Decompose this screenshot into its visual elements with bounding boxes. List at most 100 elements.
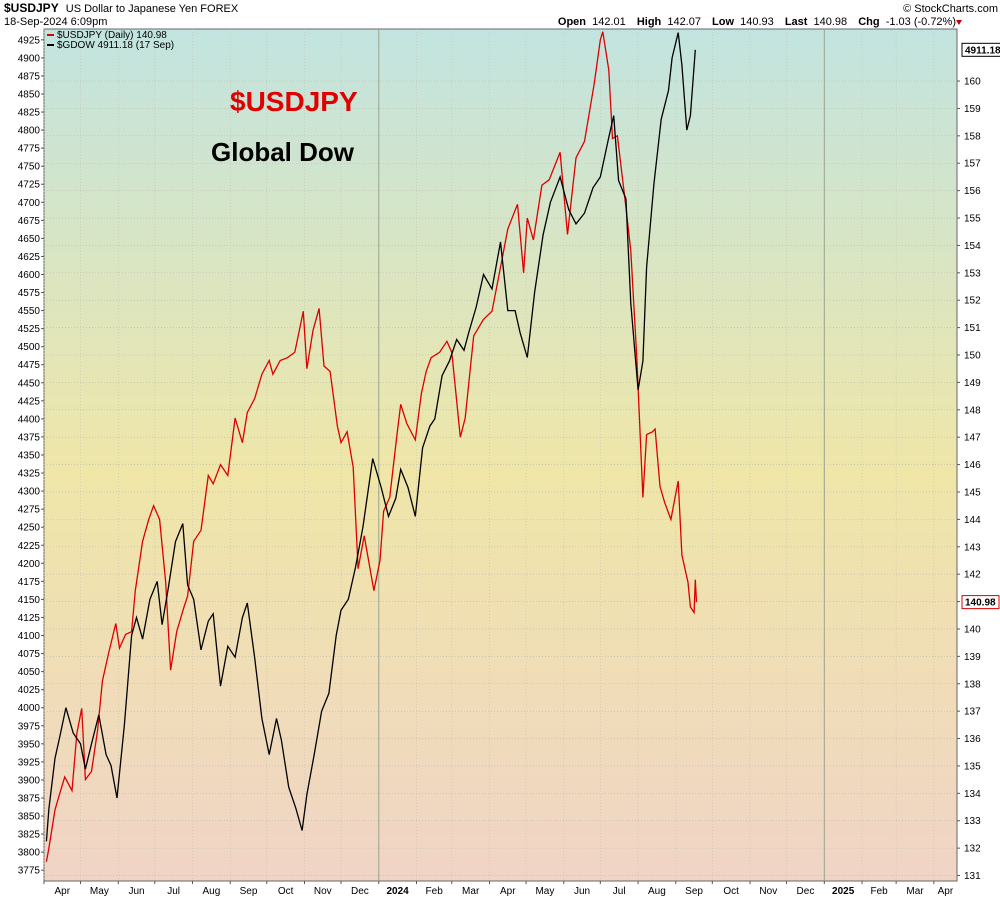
left-tick-label: 4575 (18, 288, 41, 299)
left-tick-label: 4325 (18, 469, 41, 480)
left-tick-label: 4225 (18, 541, 41, 552)
x-tick-label: Aug (648, 886, 666, 897)
x-tick-label: Jun (128, 886, 144, 897)
overlay-usdjpy-title: $USDJPY (230, 86, 358, 117)
left-tick-label: 4300 (18, 487, 41, 498)
left-tick-label: 4850 (18, 89, 41, 100)
left-axis: 3775 3800 3825 3850 3875 3900 3925 3950 3975 4000… (18, 35, 44, 877)
open-label: Open (558, 16, 586, 28)
right-tick-label: 157 (964, 159, 981, 170)
x-tick-label: Sep (685, 886, 703, 897)
x-tick-label: Apr (500, 886, 516, 897)
left-tick-label: 4700 (18, 198, 41, 209)
right-tick-label: 148 (964, 405, 981, 416)
x-tick-label: Nov (314, 886, 332, 897)
x-tick-label: May (535, 886, 554, 897)
down-arrow-icon (956, 20, 962, 25)
left-tick-label: 4050 (18, 667, 41, 678)
left-tick-label: 3950 (18, 739, 41, 750)
right-axis: 1311321331341351361371381391401411421431… (957, 77, 981, 882)
x-tick-label: Oct (278, 886, 294, 897)
right-tick-label: 154 (964, 241, 981, 252)
left-tick-label: 4450 (18, 378, 41, 389)
left-tick-label: 4175 (18, 577, 41, 588)
x-tick-label: Feb (426, 886, 444, 897)
left-tick-label: 4100 (18, 631, 41, 642)
x-tick-label: 2024 (387, 886, 410, 897)
right-tick-label: 160 (964, 77, 981, 88)
x-tick-label: May (90, 886, 109, 897)
right-tick-label: 140 (964, 624, 981, 635)
chart-symbol: $USDJPY (4, 1, 59, 15)
high-value: 142.07 (667, 16, 701, 28)
right-tick-label: 135 (964, 761, 981, 772)
left-tick-label: 4600 (18, 270, 41, 281)
overlay-global-dow-title: Global Dow (211, 137, 355, 167)
left-tick-label: 4250 (18, 523, 41, 534)
left-tick-label: 4000 (18, 703, 41, 714)
chart-description: US Dollar to Japanese Yen FOREX (66, 3, 239, 15)
left-tick-label: 4025 (18, 685, 41, 696)
left-tick-label: 3825 (18, 830, 41, 841)
left-tick-label: 4875 (18, 71, 41, 82)
right-tick-label: 156 (964, 186, 981, 197)
right-tick-label: 136 (964, 734, 981, 745)
left-tick-label: 3875 (18, 793, 41, 804)
left-tick-label: 3800 (18, 848, 41, 859)
left-tick-label: 4125 (18, 613, 41, 624)
last-label: Last (785, 16, 808, 28)
x-tick-label: Feb (870, 886, 888, 897)
gdow-last-badge: 4911.18 (961, 42, 1000, 57)
right-tick-label: 144 (964, 515, 981, 526)
left-tick-label: 4825 (18, 108, 41, 119)
left-tick-label: 4725 (18, 180, 41, 191)
left-tick-label: 4150 (18, 595, 41, 606)
left-tick-label: 3900 (18, 775, 41, 786)
right-tick-label: 137 (964, 707, 981, 718)
left-tick-label: 4475 (18, 360, 41, 371)
right-tick-label: 146 (964, 460, 981, 471)
high-label: High (637, 16, 662, 28)
left-tick-label: 4400 (18, 414, 41, 425)
right-tick-label: 143 (964, 542, 981, 553)
left-tick-label: 4750 (18, 162, 41, 173)
right-tick-label: 134 (964, 789, 981, 800)
right-tick-label: 159 (964, 104, 981, 115)
left-tick-label: 4375 (18, 432, 41, 443)
chg-label: Chg (858, 16, 879, 28)
right-tick-label: 155 (964, 214, 981, 225)
left-tick-label: 4425 (18, 396, 41, 407)
legend: $USDJPY (Daily) 140.98 $GDOW 4911.18 (17… (47, 30, 174, 51)
left-tick-label: 4500 (18, 342, 41, 353)
right-tick-label: 153 (964, 268, 981, 279)
left-tick-label: 4275 (18, 505, 41, 516)
x-tick-label: Dec (797, 886, 815, 897)
low-value: 140.93 (740, 16, 774, 28)
right-tick-label: 139 (964, 652, 981, 663)
usdjpy-series-line (45, 31, 698, 862)
legend-gdow-label: $GDOW 4911.18 (17 Sep) (57, 40, 174, 51)
chg-value: -1.03 (-0.72%) (886, 16, 956, 28)
left-tick-label: 4675 (18, 216, 41, 227)
left-tick-label: 3925 (18, 757, 41, 768)
right-tick-label: 149 (964, 378, 981, 389)
left-tick-label: 4350 (18, 451, 41, 462)
usdjpy-last-value: 140.98 (965, 598, 996, 609)
right-tick-label: 150 (964, 351, 981, 362)
gdow-last-value: 4911.18 (965, 45, 1000, 56)
left-tick-label: 4900 (18, 53, 41, 64)
usdjpy-last-badge: 140.98 (961, 595, 1000, 610)
x-tick-label: Jun (574, 886, 590, 897)
x-tick-label: Apr (54, 886, 70, 897)
right-tick-label: 158 (964, 131, 981, 142)
x-tick-label: Jul (613, 886, 626, 897)
x-tick-label: Aug (202, 886, 220, 897)
left-tick-label: 4925 (18, 35, 41, 46)
right-tick-label: 138 (964, 679, 981, 690)
left-tick-label: 4200 (18, 559, 41, 570)
right-tick-label: 152 (964, 296, 981, 307)
left-tick-label: 4075 (18, 649, 41, 660)
legend-usdjpy-label: $USDJPY (Daily) 140.98 (57, 30, 167, 41)
low-label: Low (712, 16, 734, 28)
